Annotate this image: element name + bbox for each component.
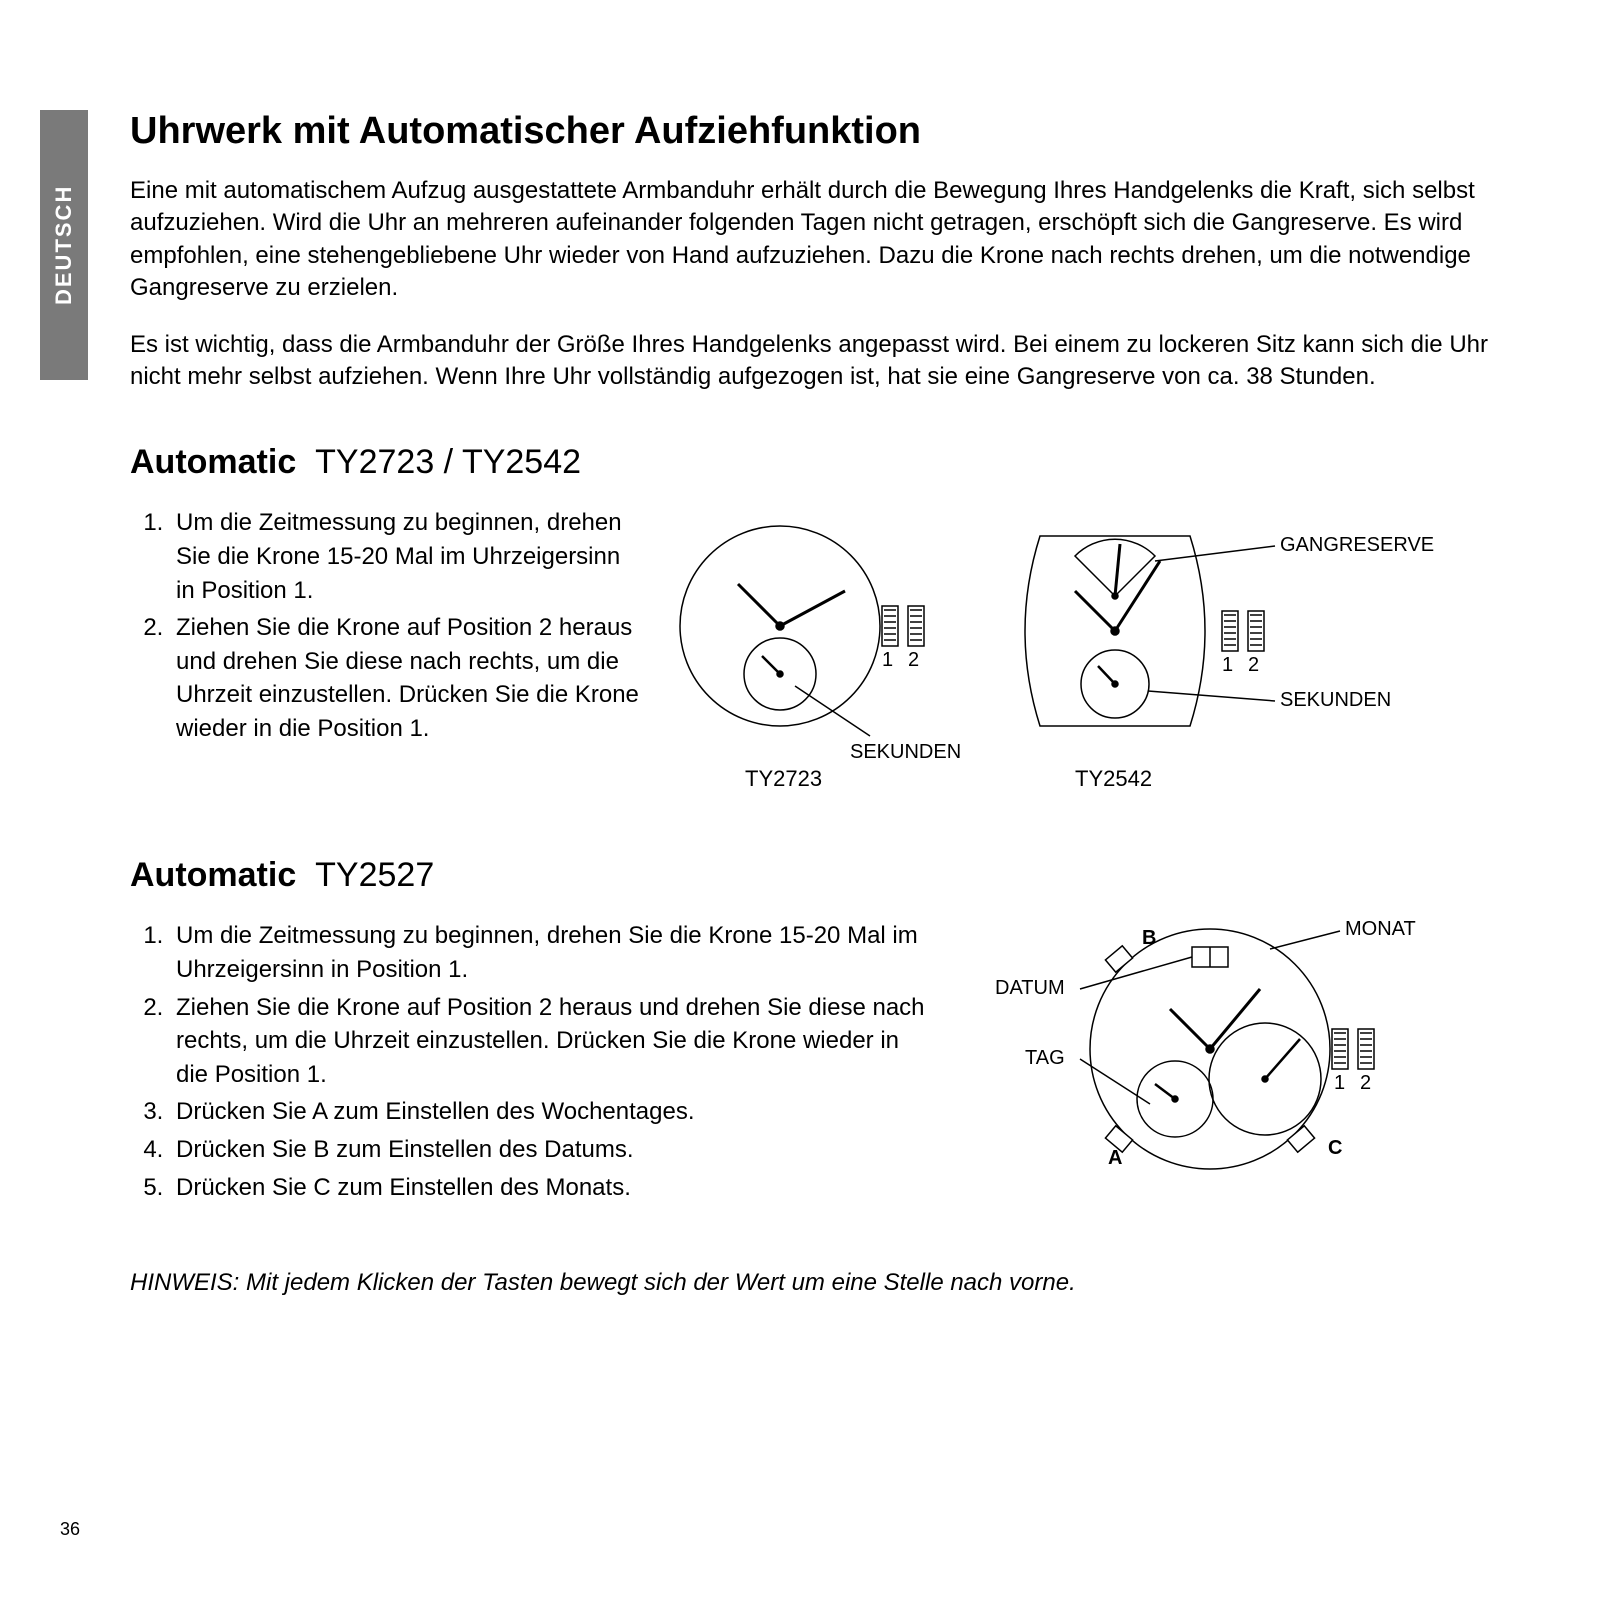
- crown-pos-2: 2: [1360, 1072, 1371, 1094]
- section3-note: HINWEIS: Mit jedem Klicken der Tasten be…: [130, 1269, 1520, 1297]
- label-tag: TAG: [1025, 1047, 1065, 1069]
- caption-ty2542: TY2542: [1075, 766, 1152, 791]
- crown-pos-1: 1: [1222, 654, 1233, 676]
- list-item: Um die Zeitmessung zu beginnen, drehen S…: [170, 919, 930, 986]
- section3-title-light: TY2527: [315, 856, 434, 894]
- crown-pos-2: 2: [1248, 654, 1259, 676]
- diagram-ty2527: 1 2 MONAT DATUM TAG B A C: [930, 889, 1490, 1209]
- pusher-b: B: [1142, 927, 1156, 949]
- section2-title-light: [306, 443, 315, 481]
- crown-pos-1: 1: [1334, 1072, 1345, 1094]
- list-item: Ziehen Sie die Krone auf Position 2 hera…: [170, 991, 930, 1092]
- section2-list: Um die Zeitmessung zu beginnen, drehen S…: [130, 506, 640, 749]
- list-item: Drücken Sie B zum Einstellen des Datums.: [170, 1133, 930, 1167]
- crown-pos-1: 1: [882, 649, 893, 671]
- label-gangreserve: GANGRESERVE: [1280, 534, 1434, 556]
- section3-title-bold: Automatic: [130, 856, 296, 894]
- diagram-ty2542: 1 2 GANGRESERVE SEKUNDEN TY2542: [990, 506, 1480, 806]
- section2-title-bold: Automatic: [130, 443, 296, 481]
- list-item: Drücken Sie C zum Einstellen des Monats.: [170, 1171, 930, 1205]
- pusher-a: A: [1108, 1147, 1122, 1169]
- label-sekunden: SEKUNDEN: [850, 741, 961, 763]
- label-datum: DATUM: [995, 977, 1065, 999]
- section3-list: Um die Zeitmessung zu beginnen, drehen S…: [130, 919, 930, 1208]
- list-item: Drücken Sie A zum Einstellen des Wochent…: [170, 1095, 930, 1129]
- label-monat: MONAT: [1345, 918, 1416, 940]
- page-number: 36: [60, 1519, 80, 1540]
- pusher-c: C: [1328, 1137, 1342, 1159]
- section1-para1: Eine mit automatischem Aufzug ausgestatt…: [130, 175, 1510, 305]
- list-item: Ziehen Sie die Krone auf Position 2 hera…: [170, 611, 640, 745]
- list-item: Um die Zeitmessung zu beginnen, drehen S…: [170, 506, 640, 607]
- language-tab: DEUTSCH: [40, 110, 88, 380]
- label-sekunden: SEKUNDEN: [1280, 689, 1391, 711]
- caption-ty2723: TY2723: [745, 766, 822, 791]
- section2-title: Automatic TY2723 / TY2542: [130, 443, 1520, 482]
- section1-title: Uhrwerk mit Automatischer Aufziehfunktio…: [130, 110, 1520, 153]
- section1-para2: Es ist wichtig, dass die Armbanduhr der …: [130, 329, 1510, 394]
- crown-pos-2: 2: [908, 649, 919, 671]
- diagram-ty2723: 1 2 SEKUNDEN TY2723: [650, 506, 990, 806]
